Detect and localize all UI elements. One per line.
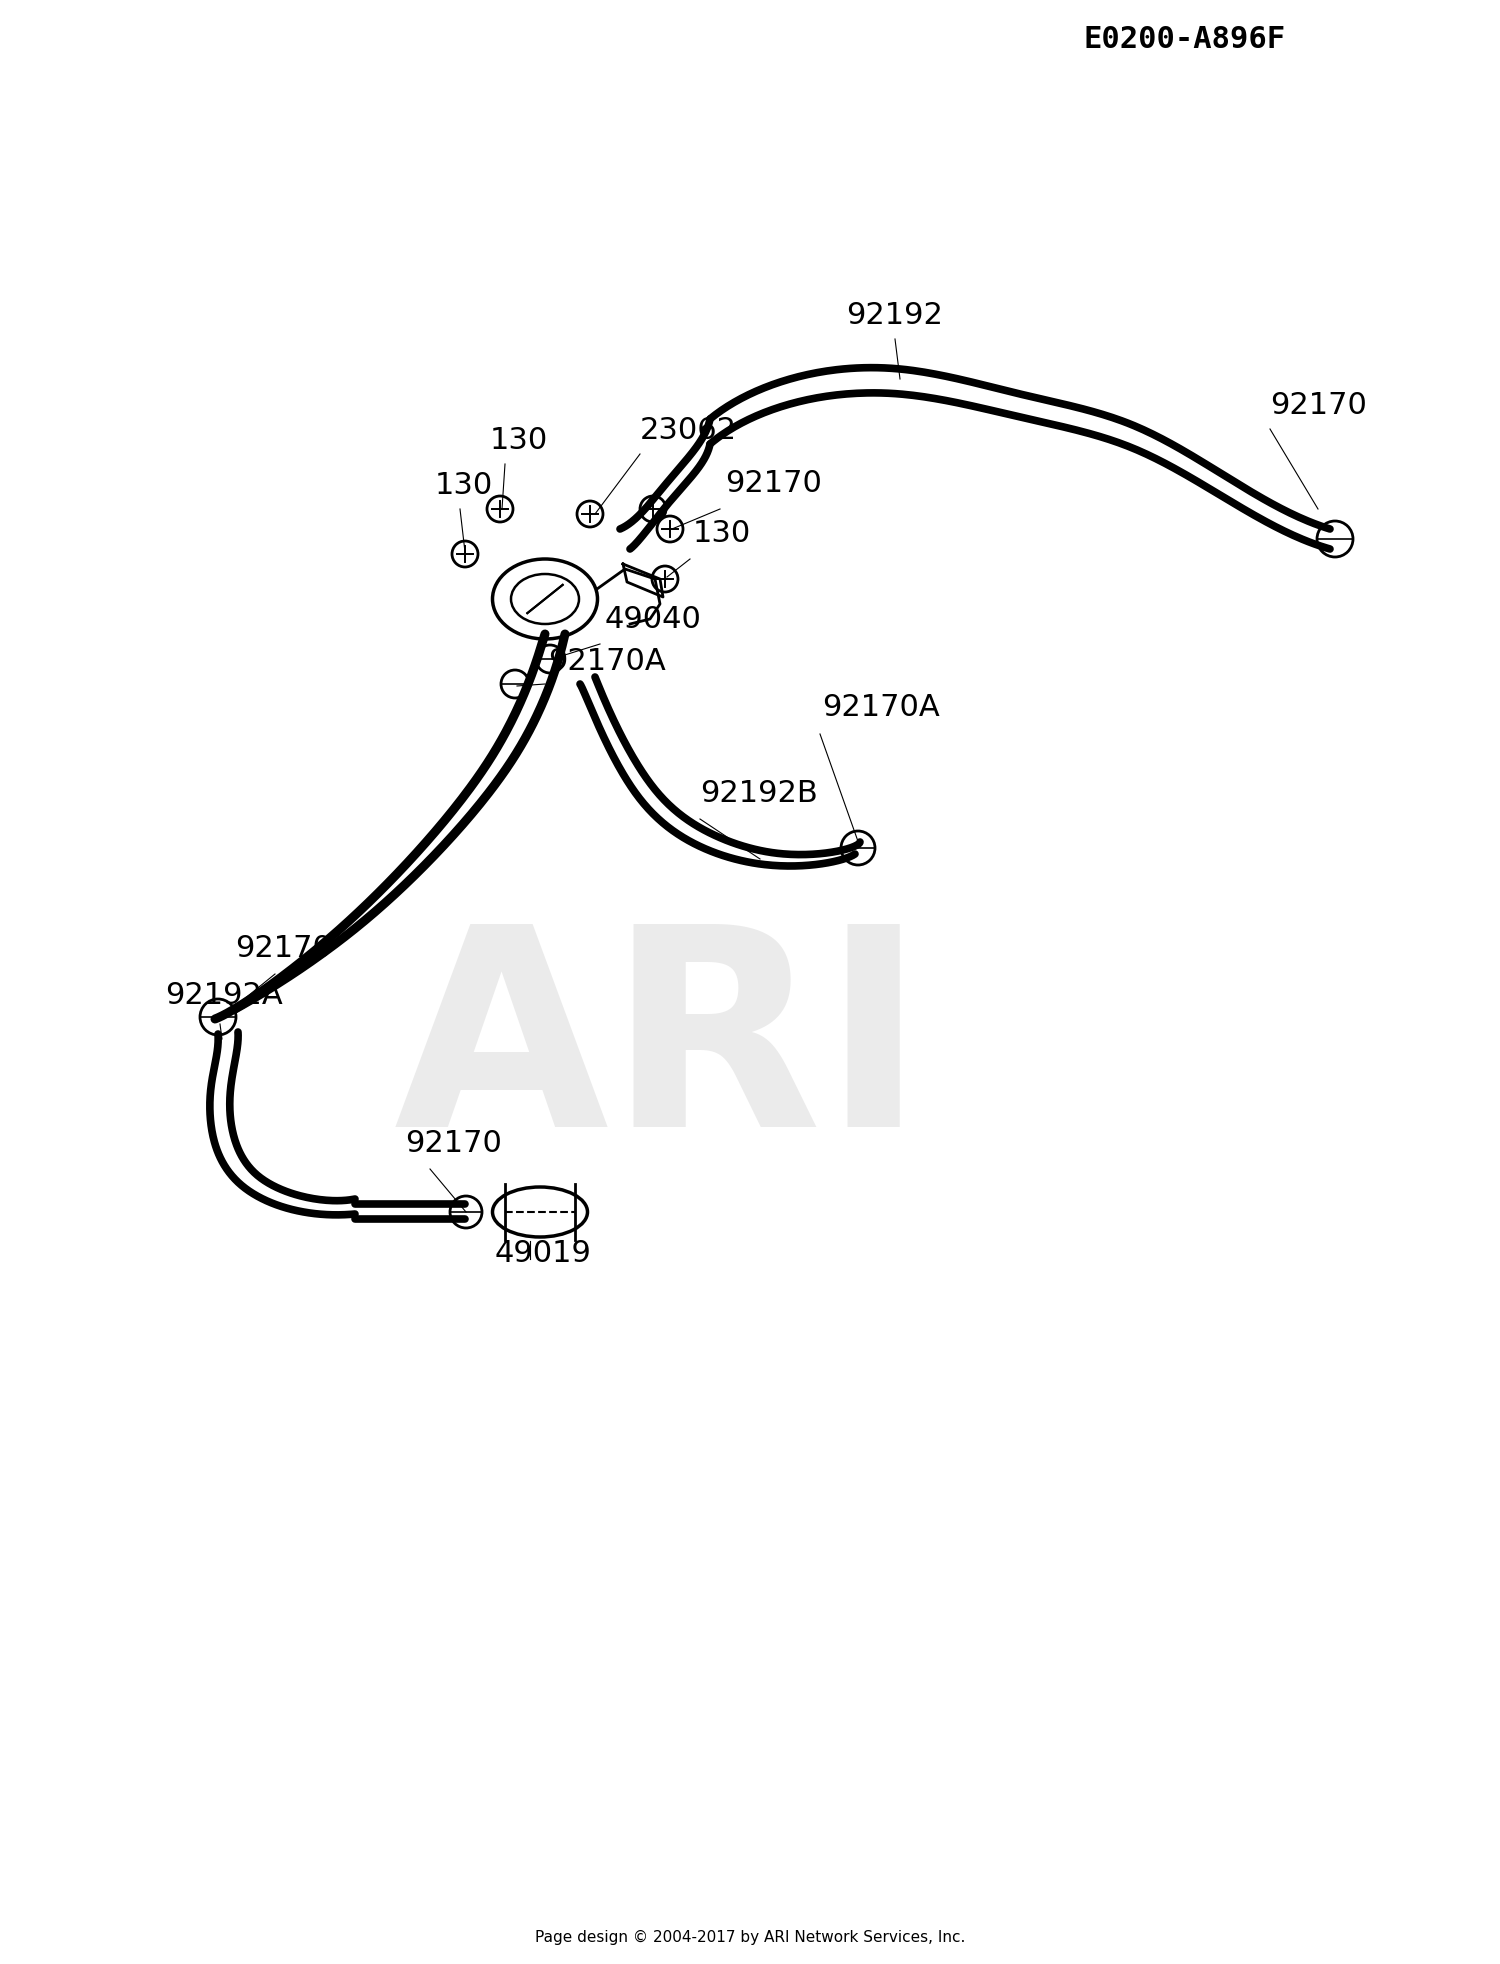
Text: E0200-A896F: E0200-A896F (1084, 26, 1286, 53)
Text: 92170: 92170 (1270, 391, 1366, 420)
Text: 92192B: 92192B (700, 778, 818, 807)
Text: 130: 130 (435, 471, 494, 499)
Text: 23062: 23062 (640, 416, 736, 444)
Text: 92170: 92170 (236, 933, 332, 962)
Text: 92170: 92170 (405, 1129, 502, 1157)
Text: 92170A: 92170A (548, 646, 666, 676)
Text: 130: 130 (490, 426, 549, 456)
Text: Page design © 2004-2017 by ARI Network Services, Inc.: Page design © 2004-2017 by ARI Network S… (536, 1929, 964, 1944)
Text: 49040: 49040 (604, 605, 702, 634)
Text: 92192A: 92192A (165, 980, 282, 1009)
Text: ARI: ARI (394, 915, 926, 1184)
Text: 92192: 92192 (846, 300, 944, 330)
Text: 92170: 92170 (724, 469, 822, 497)
Text: 130: 130 (693, 518, 752, 548)
Text: 49019: 49019 (495, 1239, 592, 1267)
Text: 92170A: 92170A (822, 693, 939, 721)
